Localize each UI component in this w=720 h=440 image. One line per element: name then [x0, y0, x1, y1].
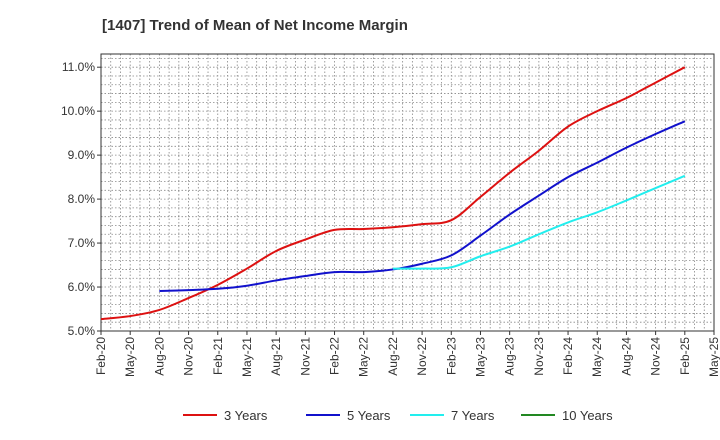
x-tick-label: Nov-24: [649, 337, 663, 376]
series-lines: [100, 66, 686, 321]
plot-frame: [100, 53, 715, 332]
x-tick-label: May-23: [473, 337, 487, 377]
x-tick-label: Feb-23: [444, 337, 458, 375]
x-tick-label: Feb-25: [678, 337, 692, 375]
legend-label-10-years: 10 Years: [562, 408, 613, 423]
x-axis-ticks: Feb-20 May-20 Aug-20 Nov-20 Feb-21 May-21 Aug-…: [94, 331, 720, 377]
x-tick-label: Nov-21: [298, 337, 312, 376]
y-tick-label: 8.0%: [68, 192, 96, 206]
grid: [101, 54, 714, 331]
x-tick-label: Aug-22: [386, 337, 400, 376]
x-tick-label: Feb-24: [561, 337, 575, 375]
x-tick-label: May-20: [123, 337, 137, 377]
x-tick-label: Nov-23: [532, 337, 546, 376]
x-tick-label: Nov-20: [182, 337, 196, 376]
x-tick-label: Feb-21: [211, 337, 225, 375]
series-line-3-years: [100, 66, 686, 321]
legend-label-3-years: 3 Years: [224, 408, 268, 423]
x-tick-label: Aug-23: [503, 337, 517, 376]
x-tick-label: Feb-20: [94, 337, 108, 375]
legend: 3 Years 5 Years 7 Years 10 Years: [183, 408, 613, 423]
x-tick-label: Aug-24: [619, 337, 633, 376]
x-tick-label: Aug-20: [152, 337, 166, 376]
x-tick-label: May-22: [357, 337, 371, 377]
y-tick-label: 10.0%: [61, 104, 95, 118]
y-axis-ticks: 5.0% 6.0% 7.0% 8.0% 9.0% 10.0% 11.0%: [61, 60, 101, 338]
y-tick-label: 7.0%: [68, 236, 96, 250]
y-tick-label: 6.0%: [68, 280, 96, 294]
y-tick-label: 11.0%: [62, 60, 95, 74]
legend-label-5-years: 5 Years: [347, 408, 391, 423]
x-tick-label: Aug-21: [269, 337, 283, 376]
x-tick-label: Nov-22: [415, 337, 429, 376]
legend-label-7-years: 7 Years: [451, 408, 495, 423]
chart-title: [1407] Trend of Mean of Net Income Margi…: [102, 17, 408, 34]
x-tick-label: May-25: [707, 337, 720, 377]
series-line-7-years: [392, 174, 686, 270]
y-tick-label: 9.0%: [68, 148, 96, 162]
series-line-5-years: [159, 120, 686, 292]
x-tick-label: Feb-22: [328, 337, 342, 375]
y-tick-label: 5.0%: [68, 324, 96, 338]
x-tick-label: May-21: [240, 337, 254, 377]
x-tick-label: May-24: [590, 337, 604, 377]
